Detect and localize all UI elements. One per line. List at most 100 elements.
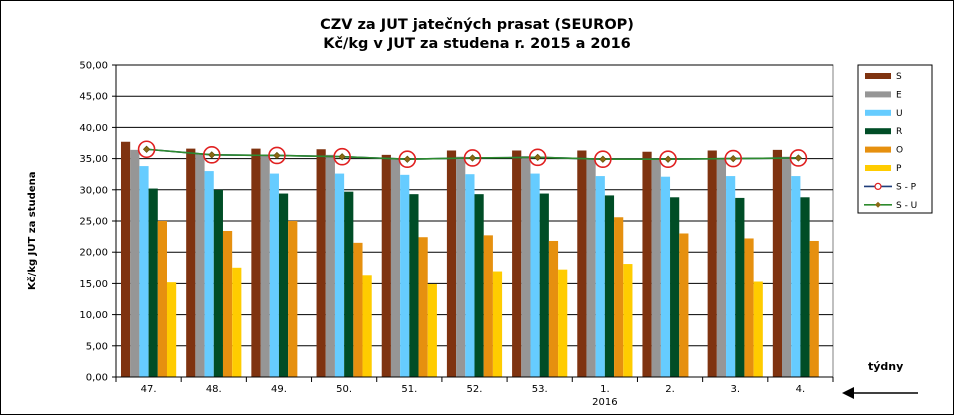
bar-e [586, 157, 596, 377]
marker-s-p [202, 146, 221, 164]
x-tick-sublabel: 2016 [592, 397, 617, 408]
bar-s [772, 149, 783, 377]
marker-s-p [398, 150, 417, 169]
y-tick-label: 20,00 [79, 248, 108, 259]
marker-s-u [142, 145, 151, 153]
marker-s-p [333, 147, 351, 166]
marker-s-p [137, 140, 156, 159]
marker-s-p [789, 149, 808, 167]
bar-s [512, 150, 522, 377]
x-tick-label: 4. [796, 384, 806, 395]
bar-r [604, 195, 615, 377]
legend-label-e: E [896, 90, 902, 100]
legend-swatch-r [865, 128, 891, 135]
bar-s [120, 141, 131, 377]
y-tick-label: 35,00 [79, 154, 108, 165]
bar-layer [120, 141, 819, 377]
bar-p [232, 267, 242, 377]
legend-label-u: U [896, 109, 903, 119]
bar-e [195, 153, 205, 377]
bar-s [186, 148, 196, 377]
bar-p [492, 271, 503, 377]
bar-e [456, 156, 466, 377]
bar-u [334, 173, 345, 377]
time-direction-arrow [842, 387, 918, 399]
bar-o [222, 230, 233, 377]
x-tick-label: 50. [336, 384, 352, 395]
bar-p [558, 269, 568, 377]
bar-u [465, 174, 475, 377]
legend-box [857, 64, 933, 214]
marker-s-u [599, 155, 607, 163]
bar-s [446, 150, 457, 377]
y-tick-label: 15,00 [79, 279, 108, 290]
legend-label-o: O [896, 146, 903, 156]
bar-u [595, 176, 605, 377]
bar-p [427, 284, 437, 377]
bar-o [418, 237, 428, 377]
y-tick-label: 25,00 [79, 217, 108, 228]
bar-u [269, 173, 279, 377]
x-tick-label: 52. [467, 384, 483, 395]
legend-label-r: R [896, 127, 902, 137]
y-tick-label: 50,00 [79, 61, 108, 72]
bar-s [642, 151, 652, 377]
bar-r [800, 197, 810, 377]
marker-s-u [729, 154, 737, 163]
bar-e [651, 158, 661, 377]
bar-s [251, 148, 261, 377]
bar-o [679, 233, 689, 377]
bar-e [716, 158, 727, 377]
legend: SEUROP S - P S - U [857, 64, 933, 214]
bar-e [130, 149, 140, 377]
axis-layer: 0,00 5,00 10,00 15,00 20,00 25,00 30,00 35,00 40… [79, 61, 834, 408]
bar-o [353, 242, 363, 377]
legend-label-p: P [896, 164, 902, 174]
x-tick-label: 2. [665, 384, 675, 395]
bar-u [204, 171, 214, 377]
marker-s-u [794, 154, 803, 162]
bar-p [166, 282, 177, 377]
y-tick-label: 5,00 [86, 341, 108, 352]
legend-label-s: S [896, 72, 902, 82]
bar-s [707, 150, 717, 377]
bar-e [325, 154, 335, 377]
legend-marker-s-u [875, 201, 881, 208]
y-tick-label: 10,00 [79, 310, 108, 321]
arrow-head [842, 387, 854, 399]
marker-s-p [594, 150, 612, 169]
bar-r [148, 188, 158, 377]
x-tick-label: 3. [730, 384, 740, 395]
bar-r [278, 193, 289, 377]
x-axis-label: týdny [868, 360, 904, 373]
marker-s-u [208, 151, 216, 159]
y-tick-label: 40,00 [79, 123, 108, 134]
y-tick-label: 30,00 [79, 185, 108, 196]
marker-s-u [468, 154, 477, 162]
bar-o [288, 221, 298, 377]
bar-e [390, 157, 401, 377]
legend-swatch-u [865, 109, 891, 116]
marker-s-u [403, 155, 411, 163]
bar-e [260, 154, 270, 377]
bar-r [670, 197, 680, 377]
chart-title: CZV za JUT jatečných prasat (SEUROP) [320, 17, 634, 33]
bar-o [614, 217, 624, 377]
bar-u [791, 176, 801, 377]
y-tick-label: 45,00 [79, 92, 108, 103]
bar-s [316, 149, 326, 377]
bar-u [530, 173, 540, 377]
bar-o [483, 235, 493, 377]
marker-s-p [724, 149, 743, 168]
marker-s-u [273, 151, 281, 160]
marker-s-p [268, 146, 286, 165]
bar-u [139, 166, 149, 377]
bar-p [362, 275, 372, 377]
chart-subtitle: Kč/kg v JUT za studena r. 2015 a 2016 [323, 36, 631, 52]
legend-swatch-s [865, 73, 891, 79]
bar-p [623, 264, 633, 377]
marker-s-u [338, 153, 346, 161]
y-tick-label: 0,00 [86, 373, 108, 384]
bar-o [809, 240, 819, 377]
bar-s [381, 154, 391, 377]
